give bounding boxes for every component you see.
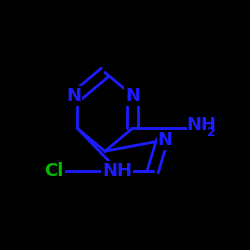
Text: N: N (158, 132, 173, 150)
Text: Cl: Cl (44, 162, 64, 180)
Text: 2: 2 (207, 126, 216, 139)
Text: N: N (66, 87, 82, 105)
Text: NH: NH (102, 162, 132, 180)
Text: N: N (125, 87, 140, 105)
Text: NH: NH (187, 116, 217, 134)
